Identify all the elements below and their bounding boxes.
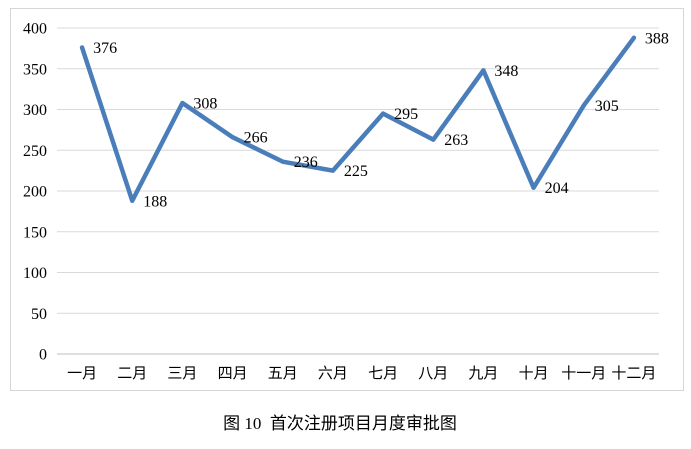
data-point-label: 305	[595, 98, 619, 115]
y-tick-label: 100	[23, 265, 47, 282]
chart-frame: 0 50 100 150 200 250 300 350 400 一月 二月 三月 四月 五月 六月 七月 八…	[10, 8, 684, 391]
y-tick-label: 350	[23, 61, 47, 78]
x-tick-label: 六月	[318, 365, 348, 382]
data-point-label: 295	[394, 106, 418, 123]
y-tick-label: 50	[31, 306, 47, 323]
x-tick-label: 五月	[268, 366, 298, 382]
y-axis-labels: 0 50 100 150 200 250 300 350 400	[23, 21, 47, 364]
y-tick-label: 400	[23, 21, 47, 38]
x-tick-label: 四月	[218, 366, 248, 382]
x-tick-label: 七月	[368, 365, 398, 382]
y-tick-label: 200	[23, 184, 47, 201]
data-point-label: 204	[545, 180, 569, 197]
y-tick-label: 0	[39, 347, 47, 364]
data-point-label: 308	[193, 95, 217, 112]
x-axis-labels: 一月 二月 三月 四月 五月 六月 七月 八月 九月 十月 十一月 十二月	[67, 365, 656, 382]
y-tick-label: 300	[23, 102, 47, 119]
line-chart: 0 50 100 150 200 250 300 350 400 一月 二月 三月 四月 五月 六月 七月 八…	[23, 21, 669, 383]
data-point-label: 225	[344, 163, 368, 180]
data-labels: 376 188 308 266 236 225 295 263 348 204 305 388	[93, 30, 669, 210]
data-point-label: 348	[494, 63, 518, 80]
x-tick-label: 三月	[167, 366, 197, 382]
data-point-label: 263	[444, 132, 468, 149]
data-point-label: 388	[645, 30, 669, 47]
x-tick-label: 十一月	[561, 365, 606, 382]
x-tick-label: 九月	[468, 365, 498, 382]
x-tick-label: 十月	[519, 365, 549, 382]
x-tick-label: 八月	[418, 366, 448, 382]
x-tick-label: 十二月	[611, 365, 656, 382]
data-series-line	[79, 35, 637, 204]
y-tick-label: 150	[23, 224, 47, 241]
data-point-label: 376	[93, 40, 117, 57]
x-tick-label: 一月	[67, 366, 97, 382]
y-tick-label: 250	[23, 143, 47, 160]
data-point-label: 236	[294, 154, 318, 171]
figure-caption: 图 10 首次注册项目月度审批图	[223, 414, 457, 433]
x-tick-label: 二月	[117, 366, 147, 382]
data-point-label: 188	[143, 193, 167, 210]
data-point-label: 266	[244, 130, 268, 147]
gridlines	[57, 27, 659, 355]
